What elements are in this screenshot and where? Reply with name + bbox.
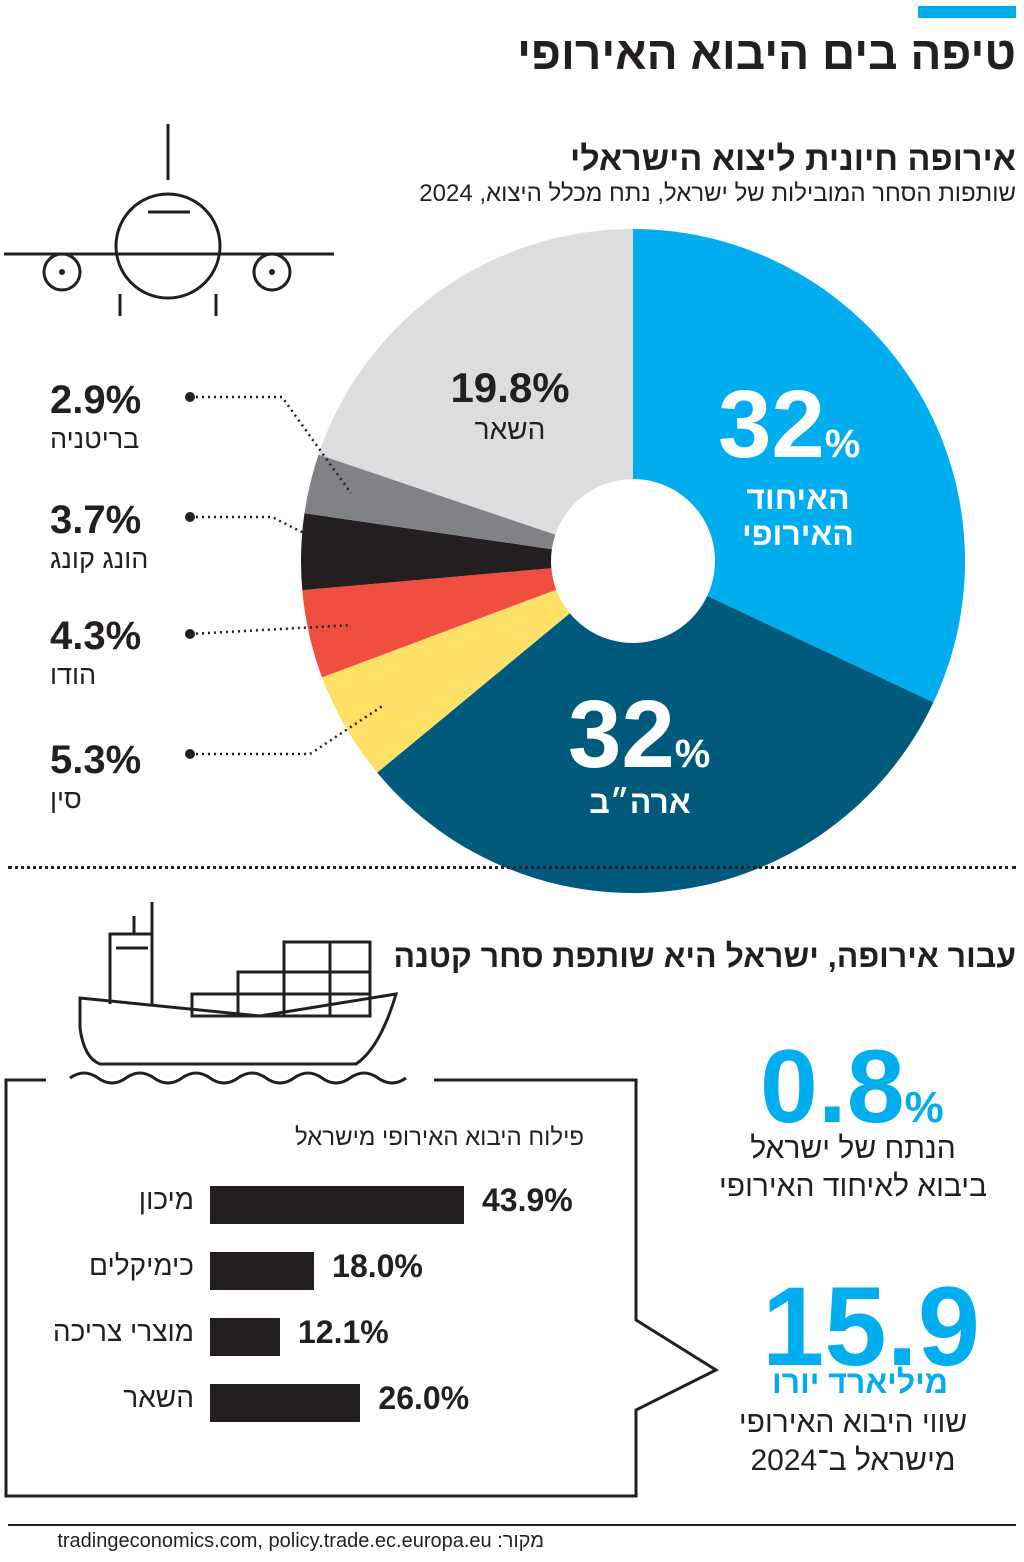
leader-line-china	[190, 705, 383, 756]
pie-slice-eu	[633, 229, 965, 703]
leader-lines	[185, 392, 383, 759]
slice-label-eu-line1: האיחוד	[746, 480, 850, 516]
pie-slice-hongkong	[301, 513, 552, 591]
side-value-uk: 2.9%	[50, 378, 142, 422]
page-title: טיפה בים היבוא האירופי	[517, 27, 1016, 79]
bars-chart-title: פילוח היבוא האירופי מישראל	[294, 1124, 584, 1151]
pie-slice-india	[302, 568, 557, 678]
pie-slice-china	[322, 589, 570, 773]
slice-value-usa: 32%	[568, 680, 710, 790]
accent-bar	[918, 6, 1016, 18]
side-value-india: 4.3%	[50, 614, 142, 658]
slice-value-eu-number: 32	[718, 371, 825, 478]
pie-slice-uk	[304, 454, 556, 550]
share-stat-unit: %	[904, 1083, 944, 1132]
leader-dot-china	[185, 749, 195, 759]
airplane-icon	[4, 124, 334, 316]
leader-line-uk	[190, 395, 353, 495]
share-stat-value: 0.8	[760, 1029, 905, 1145]
import-stat-value: 15.9	[762, 1264, 980, 1389]
slice-value-rest: 19.8%	[450, 364, 570, 411]
trade-section-title: עבור אירופה, ישראל היא שותפת סחר קטנה	[393, 938, 1016, 974]
slice-value-eu: 32%	[718, 370, 860, 480]
slice-value-usa-unit: %	[674, 732, 711, 776]
share-stat-desc-line1: הנתח של ישראל	[750, 1132, 956, 1165]
pie-slices	[301, 229, 965, 893]
slice-label-eu-line2: האירופי	[742, 516, 854, 552]
import-stat-desc: שווי היבוא האירופי מישראל ב־2024	[690, 1404, 1016, 1480]
callout-box	[4, 1078, 720, 1498]
footer-divider	[8, 1524, 1016, 1526]
side-label-india: הודו	[50, 660, 97, 690]
leader-line-india	[189, 623, 351, 636]
leader-dot-uk	[185, 392, 195, 402]
slice-label-eu: האיחוד האירופי	[718, 480, 878, 552]
share-stat-desc: הנתח של ישראל ביבוא לאיחוד האירופי	[690, 1130, 1016, 1206]
share-stat: 0.8%	[760, 1028, 944, 1147]
pie-section-title: אירופה חיונית ליצוא הישראלי	[569, 140, 1016, 178]
slice-value-usa-number: 32	[568, 681, 675, 788]
leader-dot-india	[185, 629, 195, 639]
side-label-china: סין	[50, 784, 82, 814]
leader-dot-hongkong	[185, 512, 195, 522]
cargo-ship-icon	[69, 902, 407, 1085]
side-value-hongkong: 3.7%	[50, 498, 142, 542]
side-label-uk: בריטניה	[50, 424, 140, 454]
pie-section-subtitle: שותפות הסחר המובילות של ישראל, נתח מכלל …	[419, 180, 1016, 207]
slice-label-usa: ארה״ב	[589, 784, 691, 820]
side-value-china: 5.3%	[50, 738, 142, 782]
pie-slice-rest	[318, 229, 633, 535]
import-stat-desc-line2: מישראל ב־2024	[750, 1444, 956, 1477]
pie-slice-usa	[377, 595, 934, 893]
import-stat-desc-line1: שווי היבוא האירופי	[738, 1406, 968, 1439]
slice-value-eu-unit: %	[824, 422, 861, 466]
share-stat-desc-line2: ביבוא לאיחוד האירופי	[718, 1170, 988, 1203]
import-stat-unit: מיליארד יורו	[771, 1364, 949, 1400]
section-divider	[8, 866, 1016, 869]
source-note: מקור: tradingeconomics.com, policy.trade…	[57, 1530, 544, 1552]
donut-chart	[185, 229, 965, 893]
side-label-hongkong: הונג קונג	[50, 544, 149, 574]
slice-label-rest: השאר	[474, 414, 546, 445]
